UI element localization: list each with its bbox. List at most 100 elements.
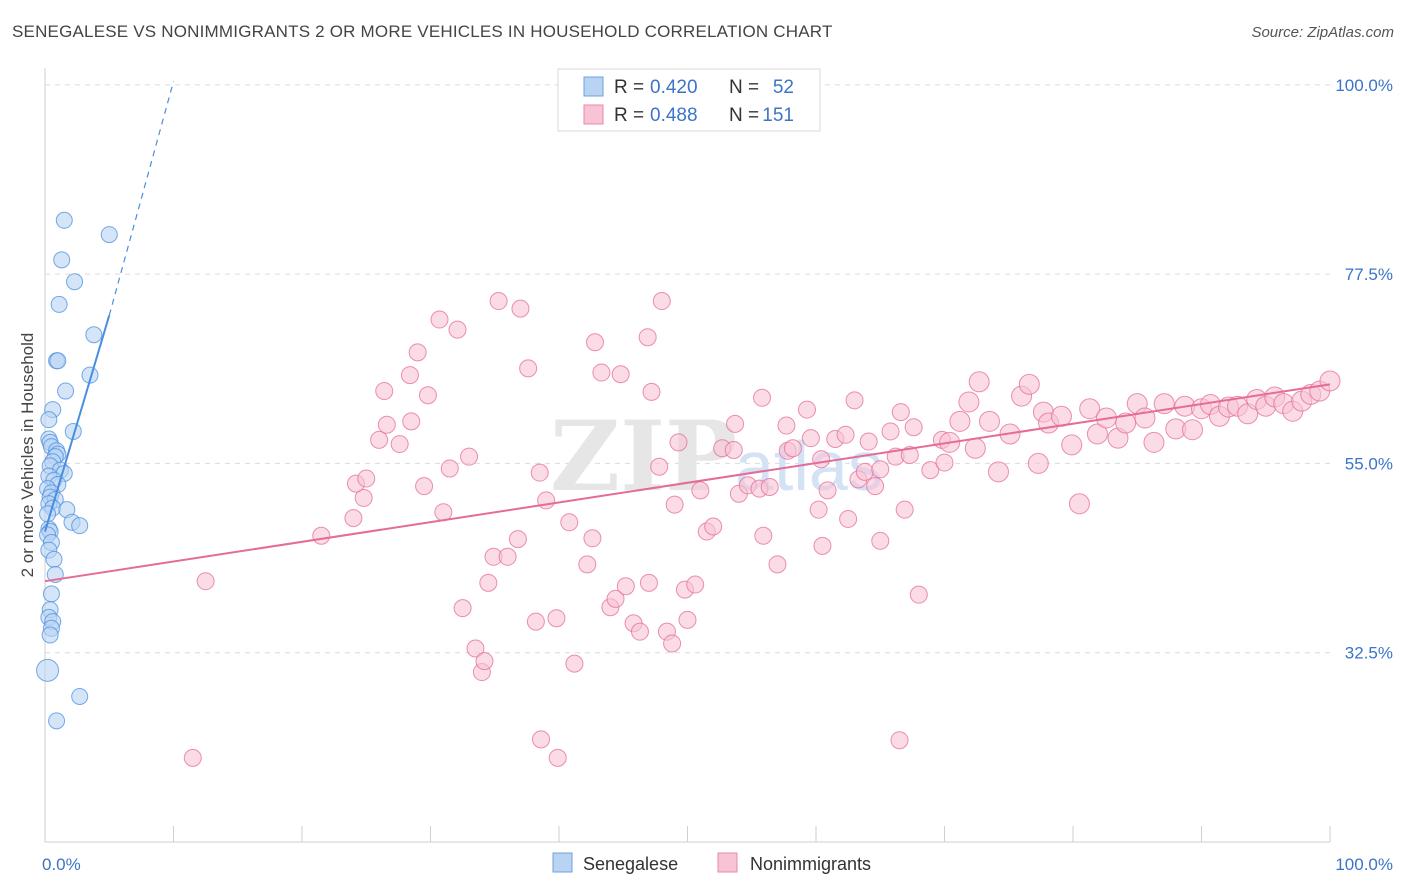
data-point [100,226,118,244]
trend-lines [44,81,1331,583]
data-point [460,447,479,466]
data-point [578,555,597,574]
data-point [390,435,409,454]
source-label: Source: ZipAtlas.com [1251,24,1394,41]
stats-box: R = 0.420 N = 52 R = 0.488 N = 151 [557,68,821,132]
data-point [855,462,874,481]
data-point [375,382,394,401]
data-point [519,359,538,378]
data-point [453,599,472,618]
data-point [489,292,508,311]
y-tick-labels: 32.5% 55.0% 77.5% 100.0% [1335,76,1393,663]
data-point [508,530,527,549]
data-point [650,457,669,476]
data-point [616,577,635,596]
stats-r-label-nonimmigrants: R = [614,105,644,126]
data-point [565,654,584,673]
data-point [890,731,909,750]
data-point [812,450,831,469]
data-point [1086,423,1108,445]
data-point [48,712,66,730]
data-point [71,517,89,535]
data-point [606,589,625,608]
data-point [1068,493,1090,515]
data-point [891,403,910,422]
data-point [866,477,885,496]
data-point [611,365,630,384]
data-point [669,433,688,452]
data-point [1061,434,1083,456]
data-point [904,418,923,437]
data-point [753,388,772,407]
data-point [50,295,68,313]
data-point [921,461,940,480]
data-point [1319,370,1341,392]
data-point [845,391,864,410]
trend-extension-senegalese [108,81,175,316]
data-point [836,425,855,444]
data-point [40,411,58,429]
data-point [900,446,919,464]
data-point [400,366,419,385]
data-point [357,469,376,488]
data-point [583,529,602,548]
data-point [859,432,878,451]
data-point [964,437,986,459]
data-point [935,453,954,472]
data-point [418,386,437,405]
data-point [987,461,1009,483]
data-point [498,547,517,566]
data-point [448,320,467,339]
data-point [66,273,84,291]
data-point [526,612,545,631]
x-tick-label-min: 0.0% [42,855,81,874]
y-tick-label: 77.5% [1345,265,1393,284]
data-point [183,748,202,767]
data-point [642,382,661,401]
chart-title: SENEGALESE VS NONIMMIGRANTS 2 OR MORE VE… [12,22,833,41]
stats-r-value-nonimmigrants: 0.488 [650,105,698,126]
data-point [678,610,697,629]
data-point [1115,412,1137,434]
data-point [370,430,389,449]
data-point [768,555,787,574]
data-point [783,439,802,458]
data-point [809,500,828,519]
data-point [532,730,551,749]
data-point [42,585,60,603]
series-senegalese [36,211,118,730]
legend-label-nonimmigrants: Nonimmigrants [750,854,871,874]
data-point [408,343,427,362]
data-point [430,310,449,329]
legend: Senegalese Nonimmigrants [552,852,871,874]
data-point [344,509,363,528]
stats-n-label-nonimmigrants: N = [729,105,759,126]
data-point [511,299,530,318]
data-point [312,526,331,545]
data-point [415,477,434,496]
data-point [548,748,567,767]
data-point [871,460,890,479]
data-point [724,440,743,459]
stats-n-label-senegalese: N = [729,77,759,98]
y-tick-label: 100.0% [1335,76,1393,95]
data-point [691,481,710,500]
data-point [639,573,658,592]
data-point [1050,405,1072,427]
grid-lines [45,84,1330,654]
data-point [440,459,459,478]
data-point [1143,431,1165,453]
data-point [434,503,453,522]
data-point [36,658,60,682]
data-point [1027,452,1049,474]
y-tick-label: 32.5% [1345,644,1393,663]
data-point [55,211,73,229]
data-point [978,410,1000,432]
data-point [530,463,549,482]
trend-line-senegalese [44,315,111,532]
data-point [475,652,494,671]
data-point [1018,373,1040,395]
x-tick-label-max: 100.0% [1335,855,1393,874]
data-point [49,352,67,370]
data-point [560,513,579,532]
